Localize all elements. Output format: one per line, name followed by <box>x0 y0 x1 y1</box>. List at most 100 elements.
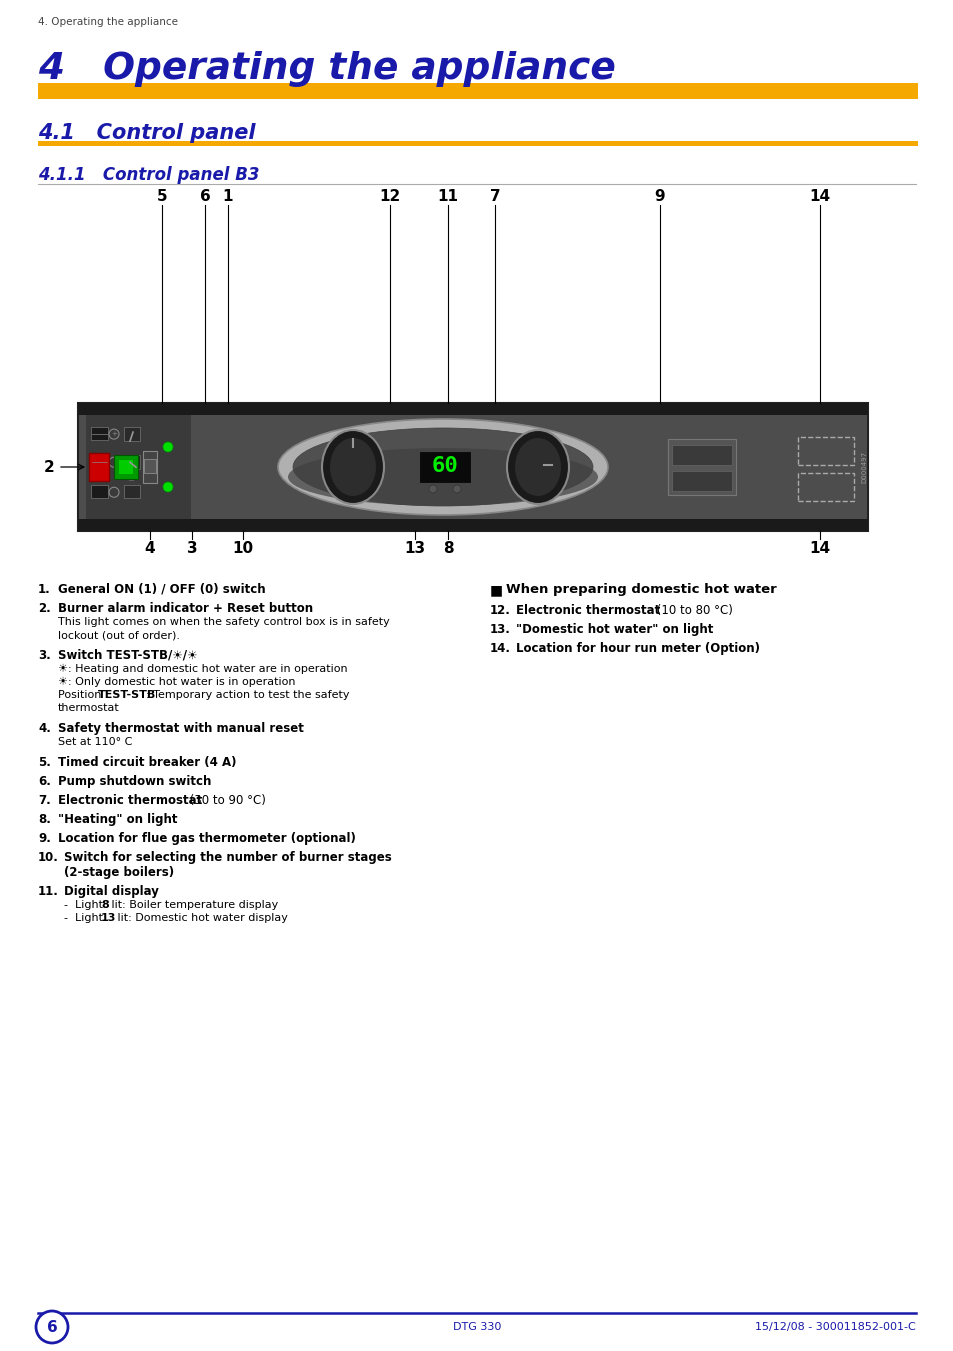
Ellipse shape <box>277 419 607 515</box>
Text: DTG 330: DTG 330 <box>453 1323 500 1332</box>
Bar <box>671 471 731 490</box>
Text: 7.: 7. <box>38 794 51 807</box>
Text: 6: 6 <box>47 1320 57 1335</box>
Bar <box>91 427 108 440</box>
Circle shape <box>163 442 172 453</box>
Text: 7: 7 <box>489 189 499 204</box>
Bar <box>78 519 867 531</box>
Bar <box>113 455 138 480</box>
Bar <box>91 485 108 499</box>
Text: Set at 110° C: Set at 110° C <box>58 738 132 747</box>
Bar <box>143 451 157 484</box>
Bar <box>89 453 109 481</box>
Text: 3.: 3. <box>38 648 51 662</box>
Text: General ON (1) / OFF (0) switch: General ON (1) / OFF (0) switch <box>58 584 265 596</box>
Ellipse shape <box>288 449 598 507</box>
Text: +: + <box>111 431 117 438</box>
Text: 14: 14 <box>808 540 830 557</box>
Text: Electronic thermostat: Electronic thermostat <box>58 794 202 807</box>
Text: Switch TEST-STB/☀/☀: Switch TEST-STB/☀/☀ <box>58 648 197 662</box>
Text: 8.: 8. <box>38 813 51 825</box>
Text: TEST-STB: TEST-STB <box>98 690 156 700</box>
Ellipse shape <box>322 430 384 504</box>
Bar <box>86 415 191 519</box>
Bar <box>797 473 853 501</box>
Bar <box>119 459 132 474</box>
Text: : Temporary action to test the safety: : Temporary action to test the safety <box>146 690 349 700</box>
Bar <box>144 459 156 473</box>
Text: 1: 1 <box>222 189 233 204</box>
Ellipse shape <box>330 438 375 496</box>
Text: 2: 2 <box>44 459 55 474</box>
Text: -  Light: - Light <box>64 900 107 911</box>
Text: -  Light: - Light <box>64 913 107 923</box>
Text: ☀: Only domestic hot water is in operation: ☀: Only domestic hot water is in operati… <box>58 677 295 688</box>
Circle shape <box>429 485 436 493</box>
Circle shape <box>453 485 460 493</box>
Bar <box>38 141 917 146</box>
Text: Position: Position <box>58 690 105 700</box>
Text: 8: 8 <box>442 540 453 557</box>
Text: 4   Operating the appliance: 4 Operating the appliance <box>38 51 615 86</box>
Text: Burner alarm indicator + Reset button: Burner alarm indicator + Reset button <box>58 603 313 615</box>
Text: 15/12/08 - 300011852-001-C: 15/12/08 - 300011852-001-C <box>755 1323 915 1332</box>
Text: 14.: 14. <box>490 642 511 655</box>
Text: D000497: D000497 <box>861 451 866 484</box>
Text: lit: Domestic hot water display: lit: Domestic hot water display <box>113 913 288 923</box>
Bar <box>124 485 140 499</box>
Text: (10 to 80 °C): (10 to 80 °C) <box>652 604 732 617</box>
Text: 14: 14 <box>808 189 830 204</box>
Text: 10.: 10. <box>38 851 59 865</box>
Text: 5: 5 <box>156 189 167 204</box>
Text: (2-stage boilers): (2-stage boilers) <box>64 866 174 880</box>
Text: 12.: 12. <box>490 604 511 617</box>
Text: When preparing domestic hot water: When preparing domestic hot water <box>505 584 776 596</box>
Text: This light comes on when the safety control box is in safety: This light comes on when the safety cont… <box>58 617 390 627</box>
Text: 13: 13 <box>101 913 116 923</box>
Text: Electronic thermostat: Electronic thermostat <box>516 604 659 617</box>
Text: ---: --- <box>129 478 135 484</box>
Text: 4.1.1   Control panel B3: 4.1.1 Control panel B3 <box>38 166 259 184</box>
Text: lockout (out of order).: lockout (out of order). <box>58 630 180 640</box>
Text: 5.: 5. <box>38 757 51 769</box>
Circle shape <box>36 1310 68 1343</box>
Text: 8: 8 <box>101 900 109 911</box>
Bar <box>797 436 853 465</box>
Bar <box>124 427 140 442</box>
Text: Pump shutdown switch: Pump shutdown switch <box>58 775 212 788</box>
Bar <box>671 444 731 465</box>
Bar <box>124 455 140 469</box>
Text: ☀: Heating and domestic hot water are in operation: ☀: Heating and domestic hot water are in… <box>58 663 347 674</box>
Text: 1.: 1. <box>38 584 51 596</box>
Text: Switch for selecting the number of burner stages: Switch for selecting the number of burne… <box>64 851 392 865</box>
Text: "Domestic hot water" on light: "Domestic hot water" on light <box>516 623 713 636</box>
Text: 4. Operating the appliance: 4. Operating the appliance <box>38 18 178 27</box>
Ellipse shape <box>515 438 560 496</box>
Text: 12: 12 <box>379 189 400 204</box>
Text: 13.: 13. <box>490 623 511 636</box>
Text: Safety thermostat with manual reset: Safety thermostat with manual reset <box>58 721 304 735</box>
Text: 60: 60 <box>431 457 457 476</box>
Text: Location for hour run meter (Option): Location for hour run meter (Option) <box>516 642 760 655</box>
Bar <box>91 455 108 469</box>
Ellipse shape <box>293 428 593 507</box>
Text: 11: 11 <box>437 189 458 204</box>
Text: lit: Boiler temperature display: lit: Boiler temperature display <box>108 900 278 911</box>
Bar <box>38 82 917 99</box>
Bar <box>418 451 471 484</box>
Text: thermostat: thermostat <box>58 703 120 713</box>
Bar <box>78 403 867 415</box>
Text: 3: 3 <box>187 540 197 557</box>
Text: 11.: 11. <box>38 885 59 898</box>
Text: ■: ■ <box>490 584 502 597</box>
Circle shape <box>163 482 172 492</box>
Text: Timed circuit breaker (4 A): Timed circuit breaker (4 A) <box>58 757 236 769</box>
Text: 9: 9 <box>654 189 664 204</box>
Text: 4.1   Control panel: 4.1 Control panel <box>38 123 255 143</box>
Text: "Heating" on light: "Heating" on light <box>58 813 177 825</box>
Bar <box>78 403 867 531</box>
Text: 6.: 6. <box>38 775 51 788</box>
Ellipse shape <box>506 430 568 504</box>
Text: 10: 10 <box>233 540 253 557</box>
Text: 9.: 9. <box>38 832 51 844</box>
